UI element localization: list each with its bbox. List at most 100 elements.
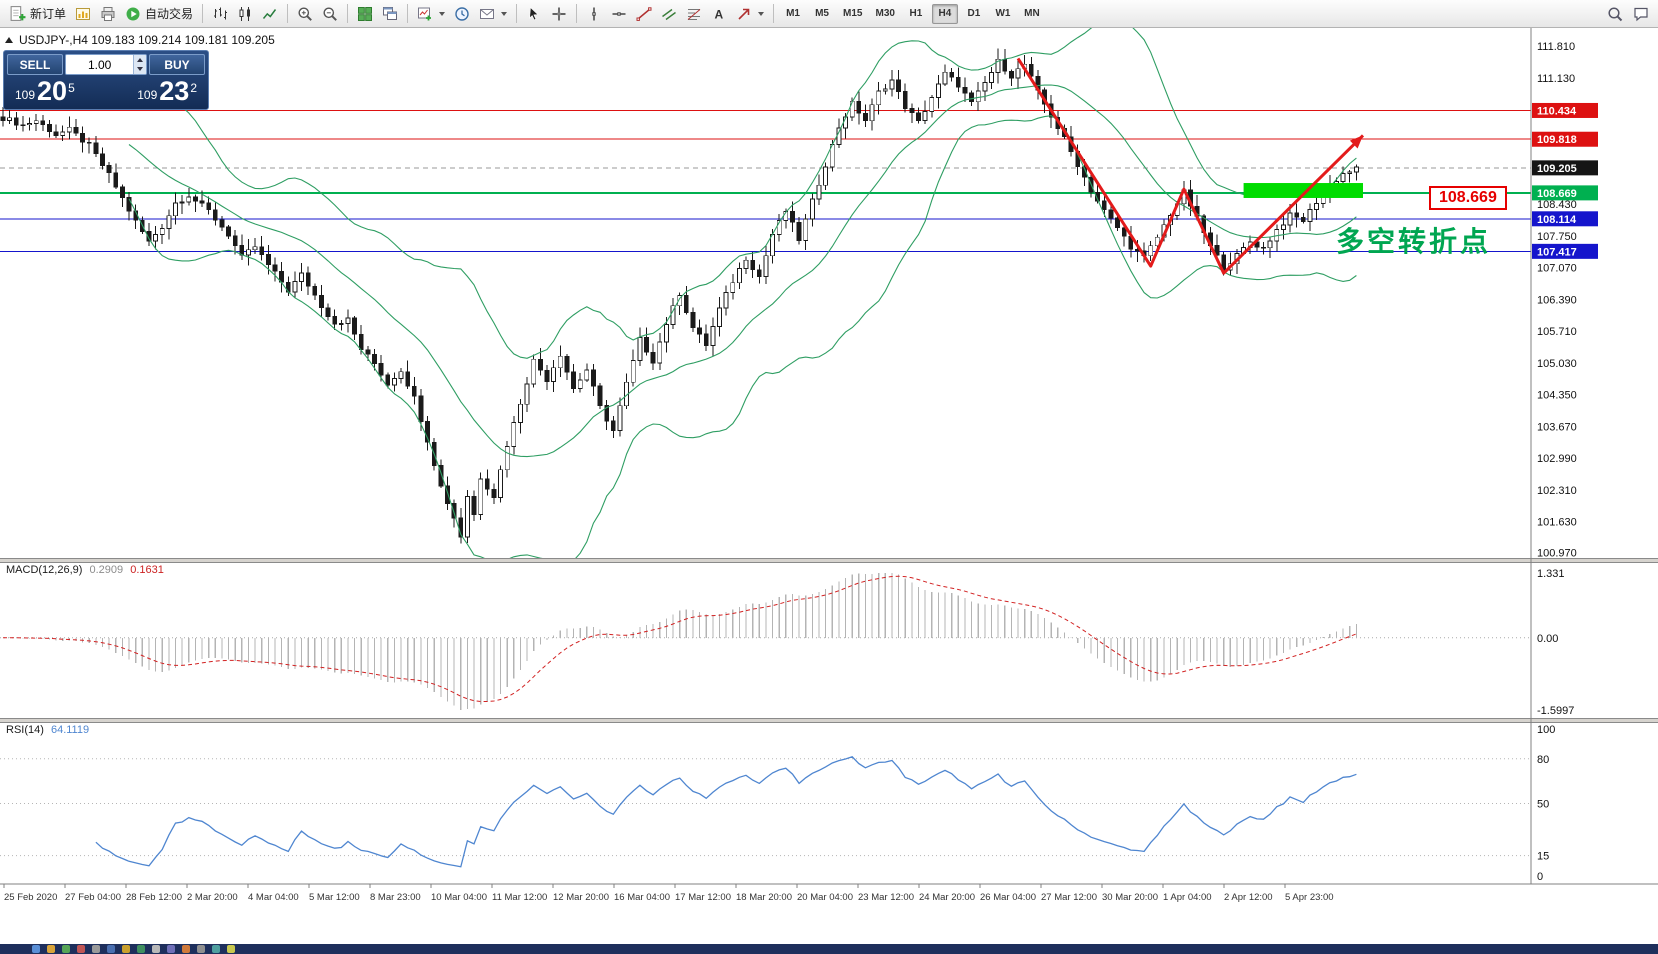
price-tag[interactable]: 110.434	[1532, 102, 1598, 118]
panel-separator[interactable]	[0, 718, 1658, 723]
sell-button[interactable]: SELL	[7, 54, 63, 75]
timeframe-m30[interactable]: M30	[870, 4, 899, 24]
taskbar-icon[interactable]	[227, 945, 235, 953]
volume-field	[65, 54, 147, 75]
timeframe-w1[interactable]: W1	[990, 4, 1016, 24]
taskbar-icon[interactable]	[107, 945, 115, 953]
price-tag[interactable]: 107.417	[1532, 243, 1598, 259]
expand-panel-icon[interactable]	[5, 37, 13, 43]
panel-separator[interactable]	[0, 558, 1658, 563]
macd-label: MACD(12,26,9) 0.2909 0.1631	[6, 564, 164, 576]
volume-input[interactable]	[66, 55, 134, 74]
search-button[interactable]	[1603, 3, 1627, 25]
period-button[interactable]	[450, 3, 474, 25]
timeframe-mn[interactable]: MN	[1019, 4, 1045, 24]
tile-windows-button[interactable]	[353, 3, 377, 25]
price-axis-label: 111.130	[1537, 73, 1575, 85]
volume-decrease-button[interactable]	[134, 64, 146, 74]
taskbar-icon[interactable]	[152, 945, 160, 953]
taskbar-icon[interactable]	[137, 945, 145, 953]
timeframe-d1[interactable]: D1	[961, 4, 987, 24]
candlestick-chart-button[interactable]	[233, 3, 257, 25]
price-tag[interactable]: 109.205	[1532, 160, 1598, 176]
vertical-line-tool-button[interactable]	[582, 3, 606, 25]
autotrading-button[interactable]: 自动交易	[121, 3, 197, 25]
horizontal-line-tool-button[interactable]	[607, 3, 631, 25]
new-order-label: 新订单	[30, 7, 67, 21]
price-tag[interactable]: 108.114	[1532, 211, 1598, 227]
profiles-button[interactable]	[71, 3, 95, 25]
channel-tool-button[interactable]	[657, 3, 681, 25]
time-axis-label: 5 Mar 12:00	[309, 892, 360, 903]
highlight-zone[interactable]	[1243, 183, 1363, 198]
line-chart-icon	[262, 6, 278, 22]
time-axis-label: 17 Mar 12:00	[675, 892, 731, 903]
rsi-level-label: 80	[1537, 754, 1549, 766]
bid-price: 109 20 5	[15, 78, 75, 105]
time-axis-label: 8 Mar 23:00	[370, 892, 421, 903]
zoom-out-button[interactable]	[318, 3, 342, 25]
zoom-in-button[interactable]	[293, 3, 317, 25]
tile-windows-icon	[357, 6, 373, 22]
taskbar-icon[interactable]	[167, 945, 175, 953]
volume-increase-button[interactable]	[134, 55, 146, 65]
arrows-tool-button[interactable]	[732, 3, 768, 25]
bar-chart-button[interactable]	[208, 3, 232, 25]
cascade-windows-button[interactable]	[378, 3, 402, 25]
timeframe-m15[interactable]: M15	[838, 4, 867, 24]
profiles-icon	[75, 6, 91, 22]
rsi-name: RSI(14)	[6, 724, 44, 736]
timeframe-h4[interactable]: H4	[931, 3, 958, 24]
time-axis-label: 24 Mar 20:00	[919, 892, 975, 903]
macd-scale-top: 1.331	[1537, 568, 1565, 580]
taskbar-icon[interactable]	[32, 945, 40, 953]
taskbar-icon[interactable]	[62, 945, 70, 953]
chat-icon	[1633, 6, 1649, 22]
feedback-button[interactable]	[1629, 3, 1653, 25]
fibonacci-tool-button[interactable]	[682, 3, 706, 25]
turning-point-note[interactable]: 多空转折点	[1336, 226, 1492, 257]
buy-button[interactable]: BUY	[149, 54, 205, 75]
new-order-button[interactable]: 新订单	[5, 3, 70, 25]
trend-zigzag-arrow[interactable]	[1016, 57, 1365, 275]
dropdown-caret-icon	[758, 11, 765, 16]
trendline-tool-button[interactable]	[632, 3, 656, 25]
taskbar-icon[interactable]	[182, 945, 190, 953]
bid-pip-digit: 5	[68, 81, 75, 95]
toolbar-separator	[347, 4, 349, 23]
svg-text:110.434: 110.434	[1537, 105, 1577, 117]
new-chart-button[interactable]	[413, 3, 449, 25]
timeframe-m5[interactable]: M5	[809, 4, 835, 24]
print-button[interactable]	[96, 3, 120, 25]
crosshair-button[interactable]	[547, 3, 571, 25]
new-order-icon	[9, 5, 26, 22]
toolbar-separator	[773, 4, 775, 23]
main-chart-plot[interactable]	[0, 28, 1531, 566]
price-tag[interactable]: 108.669	[1532, 185, 1598, 201]
bar-chart-icon	[212, 6, 228, 22]
line-chart-button[interactable]	[258, 3, 282, 25]
mail-button[interactable]	[475, 3, 511, 25]
taskbar-icon[interactable]	[122, 945, 130, 953]
time-axis-label: 27 Mar 12:00	[1041, 892, 1097, 903]
toolbar-separator	[407, 4, 409, 23]
timeframe-m1[interactable]: M1	[780, 4, 806, 24]
price-tag[interactable]: 109.818	[1532, 131, 1598, 147]
chart-canvas[interactable]: 1.331 0.00 -1.5997 80 50 15 100 0 111.810 111.130…	[0, 28, 1658, 954]
clock-icon	[454, 6, 470, 22]
text-tool-button[interactable]: A	[707, 3, 731, 25]
taskbar-icon[interactable]	[197, 945, 205, 953]
timeframe-h1[interactable]: H1	[903, 4, 929, 24]
taskbar-icon[interactable]	[77, 945, 85, 953]
price-level-note[interactable]: 108.669	[1429, 186, 1507, 210]
taskbar-icon[interactable]	[92, 945, 100, 953]
search-icon	[1607, 6, 1623, 22]
macd-scale-bottom: -1.5997	[1537, 705, 1574, 717]
time-axis-label: 27 Feb 04:00	[65, 892, 121, 903]
taskbar-icon[interactable]	[212, 945, 220, 953]
dropdown-caret-icon	[501, 11, 508, 16]
vertical-line-icon	[586, 6, 602, 22]
macd-main-value: 0.2909	[89, 564, 124, 576]
taskbar-icon[interactable]	[47, 945, 55, 953]
cursor-button[interactable]	[522, 3, 546, 25]
